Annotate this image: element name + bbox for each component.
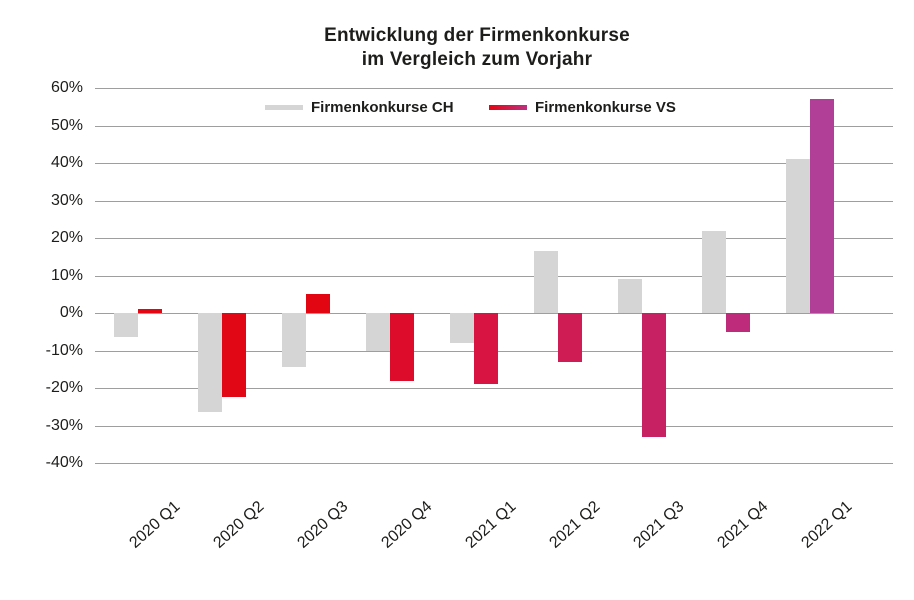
y-tick-label: 50% — [50, 116, 83, 134]
y-tick-label: 10% — [50, 266, 83, 284]
bar-ch-2021-q3 — [618, 279, 642, 313]
y-tick-label: -40% — [45, 454, 83, 471]
bar-vs-2021-q3 — [642, 313, 666, 437]
bar-ch-2021-q1 — [450, 313, 474, 343]
gridline — [95, 463, 893, 464]
bar-ch-2022-q1 — [786, 159, 810, 313]
bar-vs-2020-q2 — [222, 313, 246, 398]
plot-area — [95, 88, 893, 464]
bar-ch-2020-q2 — [198, 313, 222, 413]
gridline — [95, 88, 893, 89]
gridline — [95, 275, 893, 277]
bar-vs-2021-q2 — [558, 313, 582, 362]
gridline — [95, 425, 893, 427]
chart-title: Entwicklung der Firmenkonkurse im Vergle… — [40, 24, 914, 72]
y-tick-label: -10% — [45, 341, 83, 359]
bar-ch-2021-q2 — [534, 251, 558, 313]
legend-item-ch: Firmenkonkurse CH — [265, 98, 454, 116]
chart-title-line2: im Vergleich zum Vorjahr — [361, 49, 593, 70]
y-tick-label: -30% — [45, 416, 83, 434]
bar-ch-2020-q1 — [114, 313, 138, 338]
bar-vs-2021-q1 — [474, 313, 498, 385]
bar-ch-2020-q3 — [282, 313, 306, 368]
bar-vs-2020-q1 — [138, 309, 162, 313]
y-tick-label: 20% — [50, 229, 83, 246]
bar-vs-2022-q1 — [810, 99, 834, 313]
gridline — [95, 125, 893, 127]
gridline — [95, 388, 893, 389]
legend-swatch-vs-icon — [489, 104, 527, 110]
legend-item-vs: Firmenkonkurse VS — [489, 98, 676, 116]
gridline — [95, 200, 893, 202]
bar-vs-2020-q3 — [306, 294, 330, 313]
gridline — [95, 163, 893, 164]
y-tick-label: 0% — [59, 304, 83, 321]
bar-ch-2021-q4 — [702, 230, 726, 313]
bar-vs-2020-q4 — [390, 313, 414, 381]
y-tick-label: 40% — [50, 154, 83, 171]
bar-ch-2020-q4 — [366, 313, 390, 351]
y-tick-label: 30% — [50, 191, 83, 209]
y-tick-label: 60% — [50, 79, 83, 96]
legend-label-ch: Firmenkonkurse CH — [311, 98, 454, 116]
legend-swatch-ch-icon — [265, 104, 303, 110]
bar-vs-2021-q4 — [726, 313, 750, 332]
legend-label-vs: Firmenkonkurse VS — [535, 98, 676, 116]
chart-title-line1: Entwicklung der Firmenkonkurse — [324, 25, 630, 46]
gridline — [95, 238, 893, 239]
y-tick-label: -20% — [45, 379, 83, 396]
